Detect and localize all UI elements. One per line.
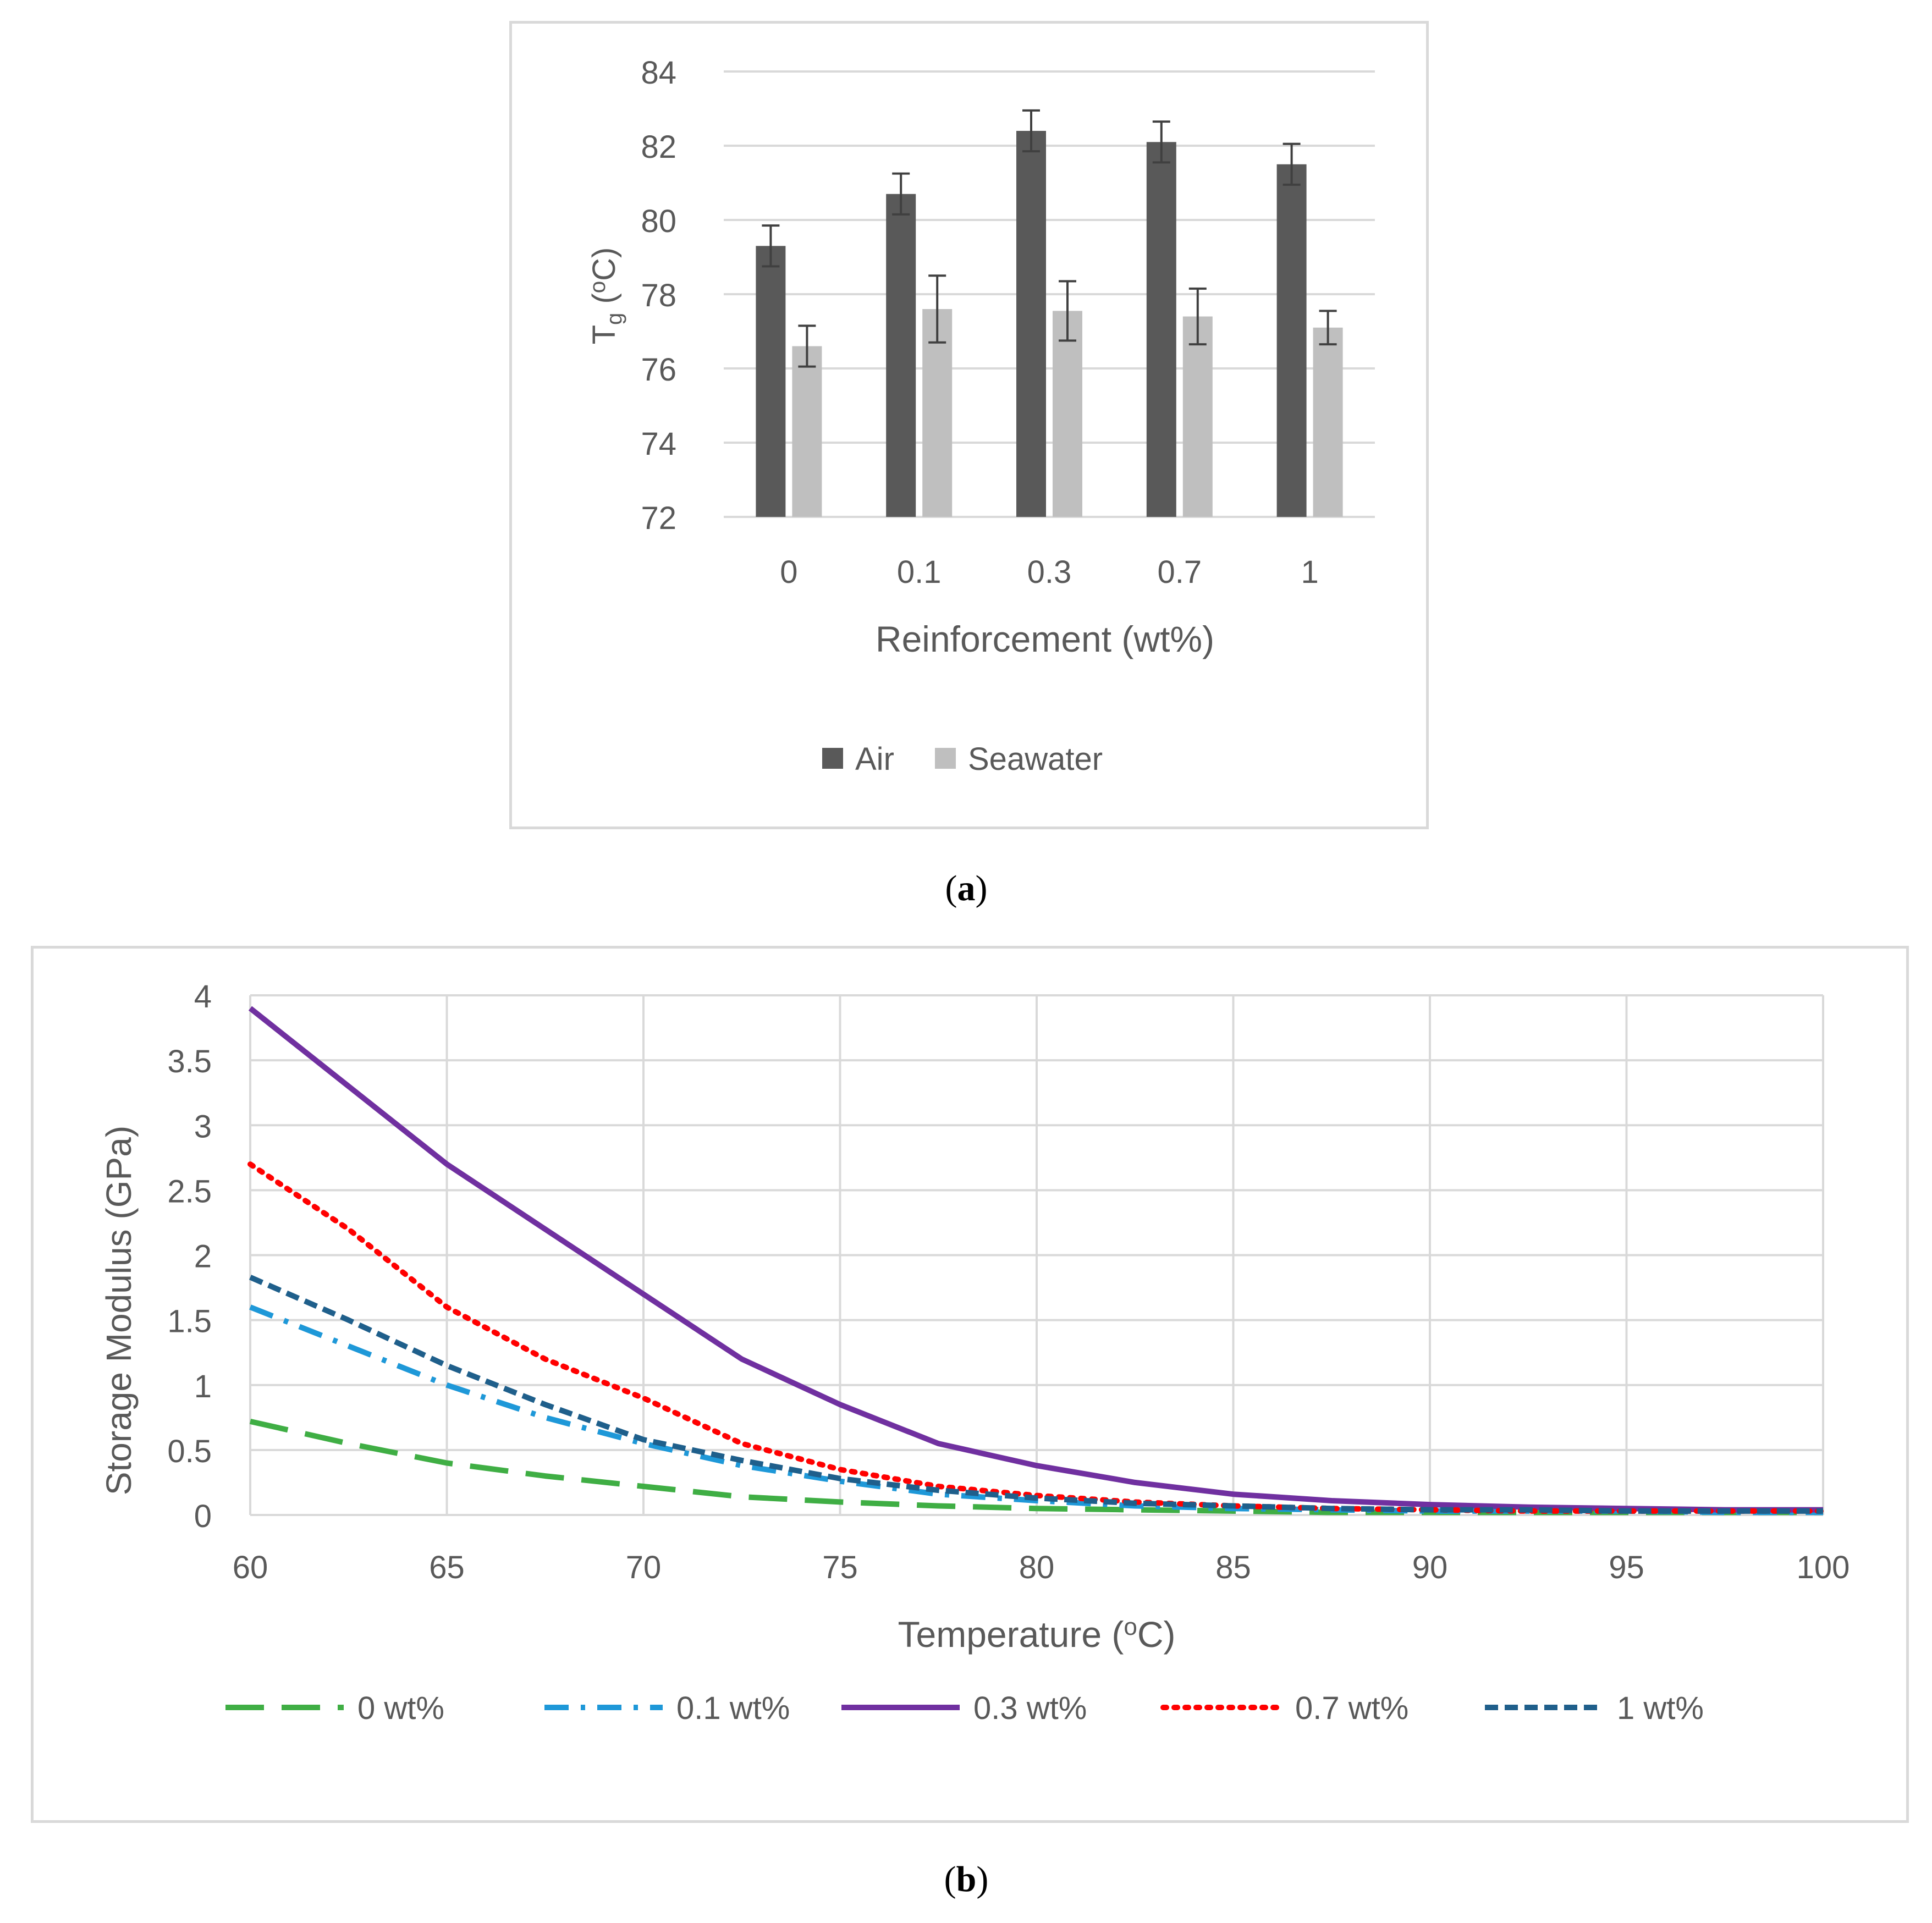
line-chart-x-tick-label: 75 bbox=[822, 1550, 858, 1585]
line-chart-x-tick-label: 60 bbox=[233, 1550, 268, 1585]
legend-label-0-3-wt-: 0.3 wt% bbox=[973, 1690, 1087, 1726]
bar-chart-y-tick-label: 84 bbox=[641, 55, 676, 91]
line-chart-y-tick-label: 0 bbox=[194, 1498, 212, 1534]
legend-label-1-wt-: 1 wt% bbox=[1617, 1690, 1704, 1726]
line-chart-x-tick-label: 65 bbox=[429, 1550, 465, 1585]
line-chart-y-tick-label: 1 bbox=[194, 1369, 212, 1404]
line-chart-x-tick-label: 70 bbox=[626, 1550, 662, 1585]
bar-chart-x-tick-label: 1 bbox=[1301, 554, 1318, 590]
bar-chart-x-tick-label: 0 bbox=[780, 554, 797, 590]
caption-a: (a) bbox=[945, 868, 988, 908]
legend-swatch-air bbox=[822, 748, 843, 769]
series-line-1-wt- bbox=[249, 1275, 1823, 1514]
bar-seawater-0.7 bbox=[1182, 316, 1213, 517]
line-chart-x-tick-label: 90 bbox=[1412, 1550, 1448, 1585]
bar-air-0 bbox=[756, 246, 786, 517]
line-chart-y-axis-label: Storage Modulus (GPa) bbox=[99, 1126, 139, 1495]
line-chart-y-tick-label: 0.5 bbox=[167, 1434, 212, 1469]
bar-chart-y-tick-label: 80 bbox=[641, 203, 676, 239]
bar-seawater-0.3 bbox=[1053, 311, 1082, 517]
legend-label-0-wt-: 0 wt% bbox=[357, 1690, 444, 1726]
bar-chart-x-tick-label: 0.1 bbox=[897, 554, 942, 590]
bar-seawater-1 bbox=[1313, 327, 1343, 517]
bar-chart-y-axis-label: Tg (oC) bbox=[586, 247, 626, 345]
line-chart-y-tick-label: 3 bbox=[194, 1109, 212, 1144]
bar-chart-y-tick-label: 82 bbox=[641, 129, 676, 165]
line-chart-y-tick-label: 2.5 bbox=[167, 1173, 212, 1209]
bar-chart-y-tick-label: 72 bbox=[641, 500, 676, 536]
line-chart-x-axis-label: Temperature (oC) bbox=[898, 1613, 1176, 1655]
bar-chart-y-tick-label: 76 bbox=[641, 352, 676, 388]
legend-label-air: Air bbox=[855, 741, 894, 777]
line-chart-x-tick-label: 95 bbox=[1609, 1550, 1644, 1585]
bar-chart-y-tick-label: 74 bbox=[641, 426, 676, 462]
bar-air-0.3 bbox=[1016, 131, 1046, 517]
line-chart-y-tick-label: 3.5 bbox=[167, 1044, 212, 1079]
line-chart-x-tick-label: 85 bbox=[1215, 1550, 1251, 1585]
legend-label-0-1-wt-: 0.1 wt% bbox=[676, 1690, 790, 1726]
line-chart-y-tick-label: 4 bbox=[194, 979, 212, 1015]
caption-b: (b) bbox=[944, 1859, 989, 1899]
line-chart-y-tick-label: 2 bbox=[194, 1239, 212, 1275]
bar-air-1 bbox=[1276, 164, 1307, 517]
bar-seawater-0 bbox=[792, 346, 822, 517]
line-chart-y-tick-label: 1.5 bbox=[167, 1304, 212, 1340]
bar-air-0.7 bbox=[1146, 142, 1176, 517]
bar-chart-frame bbox=[509, 21, 1429, 829]
bar-chart-x-axis-label: Reinforcement (wt%) bbox=[876, 619, 1214, 659]
bar-chart-x-tick-label: 0.3 bbox=[1027, 554, 1072, 590]
bar-chart-y-tick-label: 78 bbox=[641, 278, 676, 313]
legend-label-0-7-wt-: 0.7 wt% bbox=[1295, 1690, 1408, 1726]
bar-chart-x-tick-label: 0.7 bbox=[1157, 554, 1202, 590]
bar-air-0.1 bbox=[886, 194, 916, 517]
bar-seawater-0.1 bbox=[922, 309, 953, 517]
legend-swatch-seawater bbox=[935, 748, 956, 769]
legend-label-seawater: Seawater bbox=[968, 741, 1103, 777]
line-chart-x-tick-label: 80 bbox=[1019, 1550, 1055, 1585]
line-chart-x-tick-label: 100 bbox=[1797, 1550, 1850, 1585]
